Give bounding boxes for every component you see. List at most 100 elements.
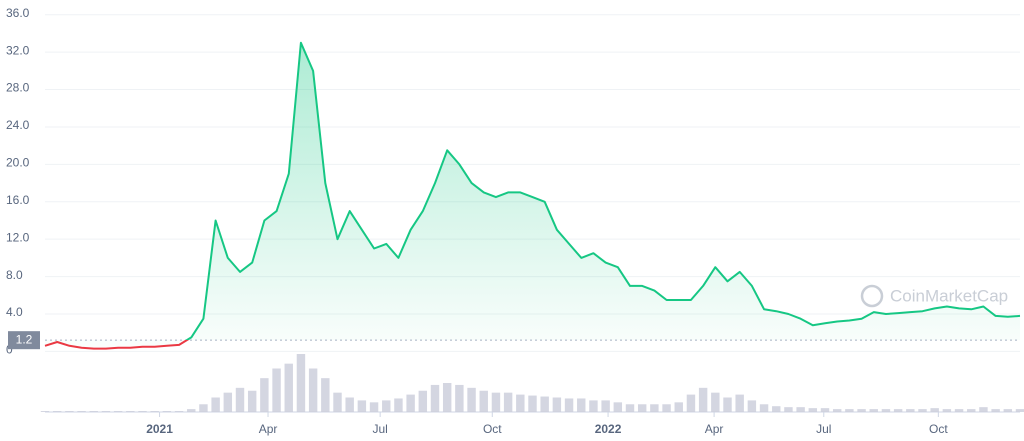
volume-bar (345, 397, 354, 412)
volume-bar (235, 387, 245, 412)
volume-bar (1015, 409, 1024, 412)
price-line (44, 41, 1021, 350)
volume-bar (321, 378, 330, 412)
volume-bar (711, 392, 720, 412)
volume-bar (479, 390, 488, 412)
volume-bar (686, 394, 696, 412)
volume-bar (113, 411, 123, 412)
volume-bar (979, 407, 988, 412)
volume-bar (430, 384, 440, 412)
volume-bar (930, 408, 939, 412)
volume-bar (857, 409, 866, 412)
y-tick-label: 8.0 (6, 268, 23, 282)
volume-bar (893, 409, 903, 412)
volume-bar (796, 407, 805, 412)
volume-bar (772, 406, 781, 412)
volume-bar (308, 368, 318, 412)
volume-bar (516, 394, 525, 412)
volume-bar (967, 409, 976, 412)
volume-bar (187, 409, 196, 412)
y-tick-label: 24.0 (6, 118, 30, 132)
volume-bar (735, 394, 744, 412)
volume-bar (698, 387, 708, 412)
volume-bar (674, 402, 683, 412)
volume-bar (552, 397, 562, 412)
volume-bar (150, 411, 159, 412)
volume-bar (174, 411, 184, 412)
volume-bar (260, 378, 269, 412)
volume-bar (418, 390, 428, 412)
y-tick-label: 16.0 (6, 193, 30, 207)
x-tick-label: Oct (483, 422, 502, 436)
volume-bar (503, 392, 513, 412)
volume-bar (272, 368, 281, 412)
volume-bar (613, 402, 623, 412)
x-tick-label: Jul (372, 422, 387, 436)
volume-bar (759, 404, 769, 412)
volume-bar (406, 394, 415, 412)
volume-bar (601, 400, 610, 412)
volume-bar (40, 411, 50, 412)
volume-bar (211, 397, 220, 412)
volume-bar (954, 409, 964, 412)
volume-bar (564, 398, 574, 412)
volume-bar (528, 395, 537, 412)
volume-bar (747, 400, 757, 412)
volume-bar (906, 409, 915, 412)
volume-bar (101, 411, 111, 412)
baseline-box (8, 331, 40, 350)
volume-bar (589, 400, 598, 412)
volume-bar (625, 404, 635, 412)
volume-bar (126, 411, 135, 412)
volume-bar (296, 354, 306, 412)
volume-bar (942, 409, 952, 412)
volume-bar (247, 390, 257, 412)
x-tick-label: Oct (929, 422, 948, 436)
volume-bar (723, 397, 732, 412)
volume-bar (820, 408, 830, 412)
volume-bar (869, 409, 878, 412)
x-tick-label: Apr (705, 422, 724, 436)
volume-bar (808, 408, 818, 412)
volume-bar (199, 404, 208, 412)
volume-bar (77, 411, 86, 412)
y-tick-label: 4.0 (6, 305, 23, 319)
y-tick-label: 12.0 (6, 230, 30, 244)
watermark-logo (860, 284, 884, 308)
x-tick-label: Apr (259, 422, 278, 436)
volume-bar (650, 404, 659, 412)
volume-bar (784, 407, 793, 412)
x-tick-label: Jul (816, 422, 831, 436)
volume-bar (1003, 409, 1013, 412)
volume-bar (357, 400, 367, 412)
volume-bar (662, 404, 671, 412)
volume-bar (284, 363, 293, 412)
volume-bar (382, 400, 391, 412)
volume-bar (991, 409, 1000, 412)
volume-bar (138, 411, 147, 412)
volume-bar (577, 398, 586, 412)
baseline-label: 1.2 (16, 332, 33, 346)
volume-bar (637, 404, 647, 412)
volume-bar (491, 392, 501, 412)
y-tick-label: 0 (6, 343, 13, 357)
y-tick-label: 32.0 (6, 43, 30, 57)
y-tick-label: 20.0 (6, 156, 30, 170)
volume-bar (442, 383, 452, 412)
volume-bar (333, 392, 342, 412)
volume-bar (845, 409, 854, 412)
volume-bar (52, 411, 62, 412)
volume-bar (881, 409, 891, 412)
volume-bar (455, 384, 464, 412)
volume-bar (540, 396, 549, 412)
volume-bar (162, 411, 172, 412)
watermark: CoinMarketCap (890, 286, 1008, 305)
volume-bar (65, 411, 74, 412)
volume-bar (832, 409, 842, 412)
x-tick-label: 2022 (595, 422, 622, 436)
y-tick-label: 28.0 (6, 81, 30, 95)
y-tick-label: 36.0 (6, 6, 30, 20)
volume-bar (467, 387, 476, 412)
